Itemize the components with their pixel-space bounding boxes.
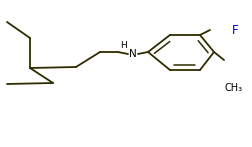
- Text: CH₃: CH₃: [224, 83, 242, 93]
- Text: F: F: [231, 24, 238, 36]
- Text: H: H: [120, 41, 127, 50]
- Text: N: N: [129, 49, 136, 59]
